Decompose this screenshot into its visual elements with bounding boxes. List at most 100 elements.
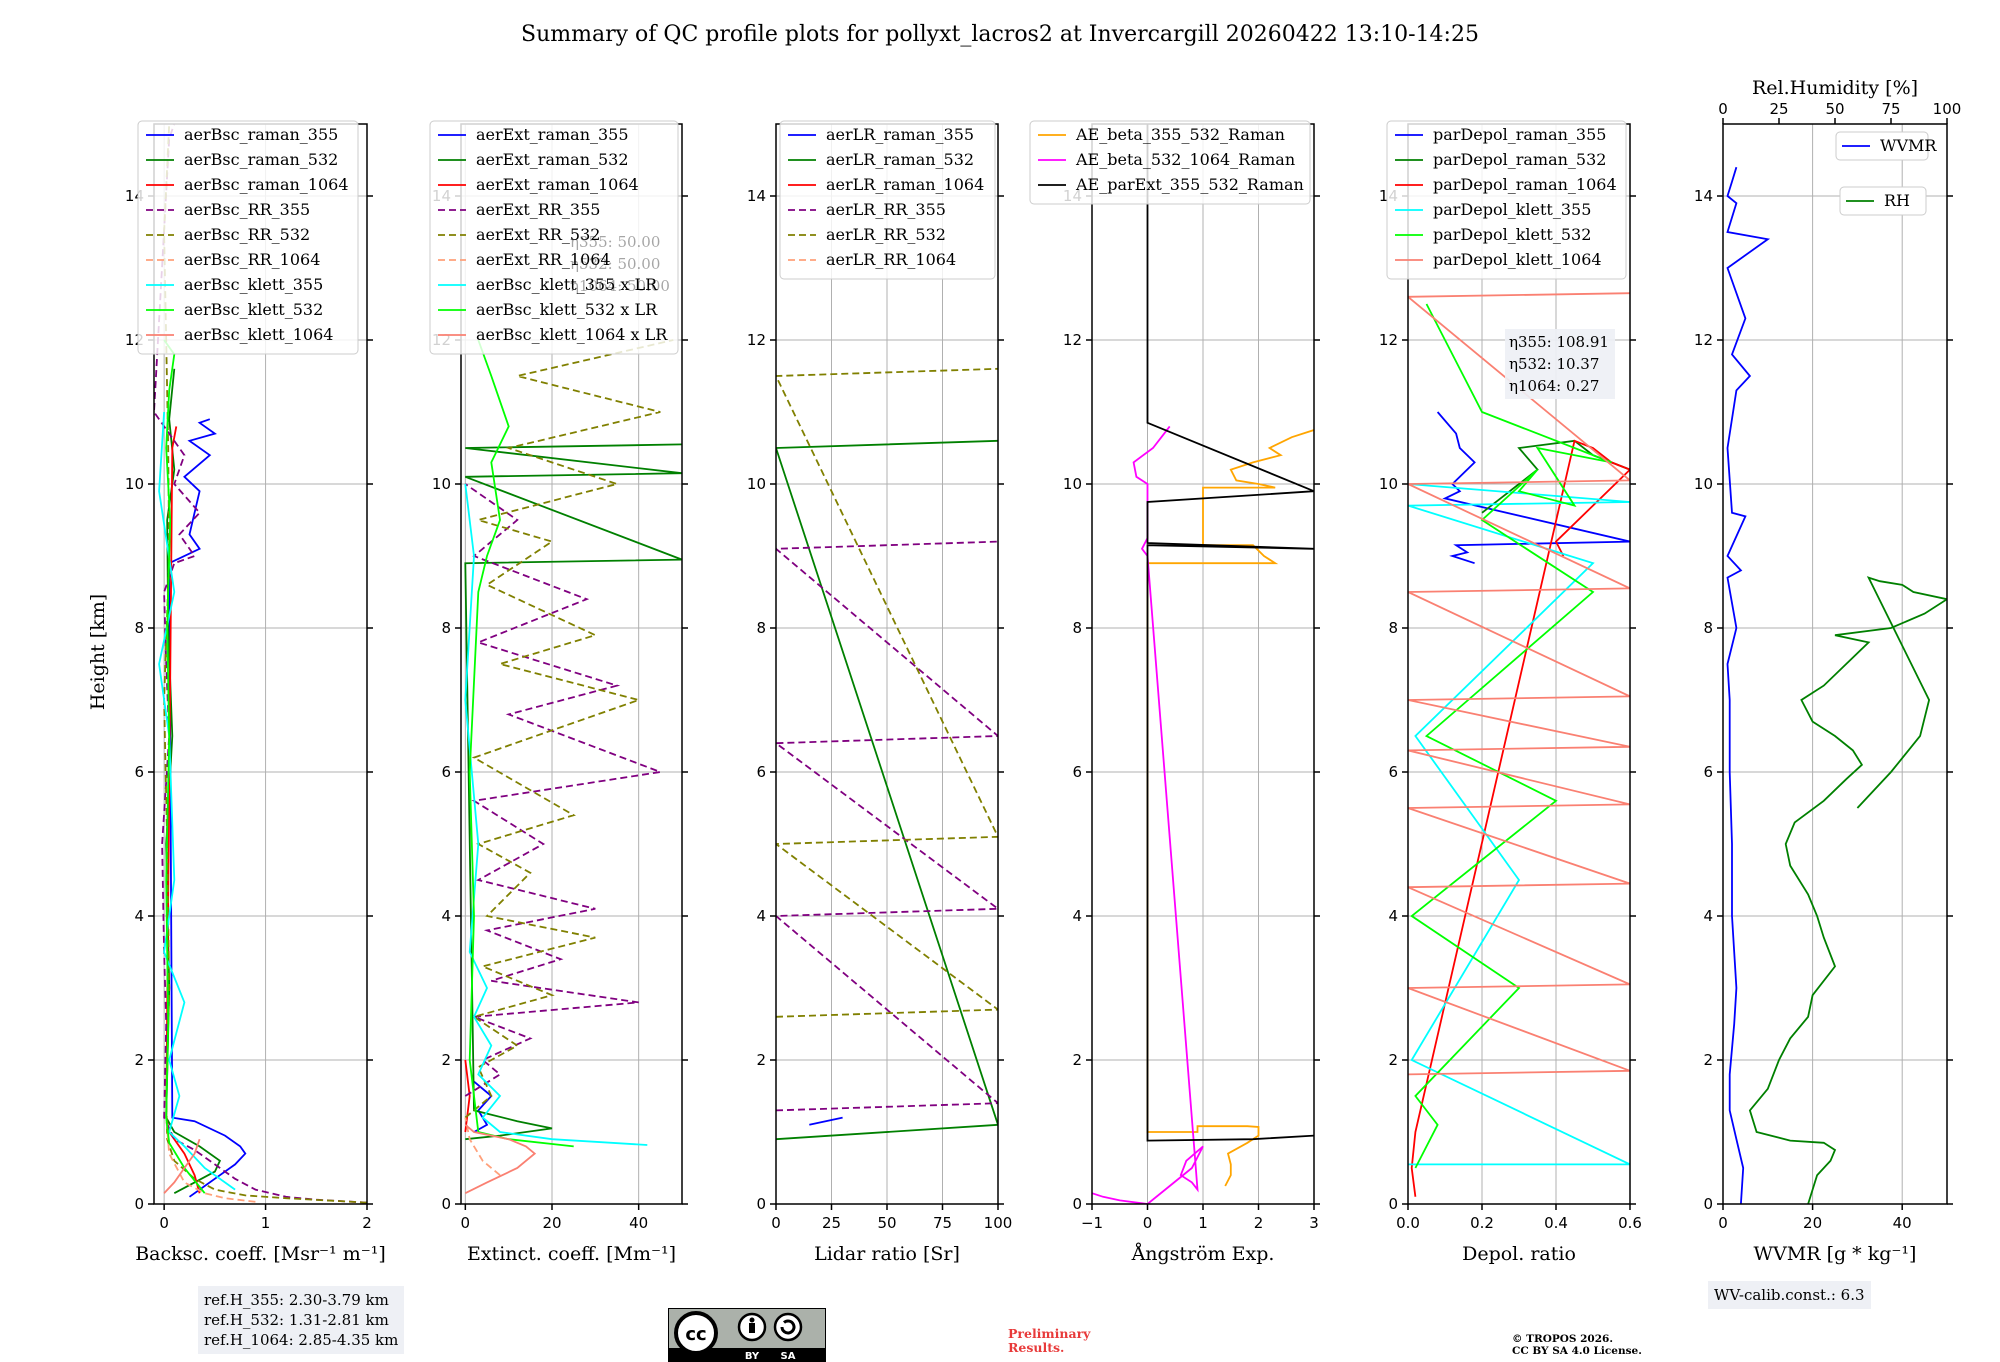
series-group-bsc xyxy=(154,124,367,1204)
x-tick-label: 0.6 xyxy=(1618,1214,1642,1232)
legend-label: aerExt_raman_1064 xyxy=(476,175,639,194)
legend-label: parDepol_raman_1064 xyxy=(1433,175,1617,194)
eta-label: η532: 10.37 xyxy=(1509,355,1599,373)
top-x-tick-label: 50 xyxy=(1825,100,1844,118)
y-tick-label: 0 xyxy=(1072,1195,1082,1213)
y-tick-label: 10 xyxy=(747,475,766,493)
cc-badge-sa: SA xyxy=(781,1351,796,1362)
y-tick-label: 6 xyxy=(1072,763,1082,781)
y-tick-label: 8 xyxy=(441,619,451,637)
y-tick-label: 6 xyxy=(134,763,144,781)
x-tick-label: 0 xyxy=(1143,1214,1153,1232)
y-tick-label: 8 xyxy=(134,619,144,637)
y-tick-label: 6 xyxy=(1703,763,1713,781)
top-x-tick-label: 0 xyxy=(1718,100,1728,118)
legend-label: aerExt_RR_355 xyxy=(476,200,600,219)
eta-label: η355: 108.91 xyxy=(1509,333,1609,351)
x-tick-label: 1 xyxy=(261,1214,271,1232)
preliminary-notice: Preliminary Results. xyxy=(1008,1327,1090,1355)
legend-label: AE_beta_355_532_Raman xyxy=(1075,125,1285,144)
legend-label: aerBsc_klett_1064 xyxy=(184,325,333,344)
x-tick-label: 0 xyxy=(771,1214,781,1232)
legend-box xyxy=(779,120,996,280)
legend-label: aerLR_RR_532 xyxy=(826,225,946,244)
legend-label: aerExt_raman_355 xyxy=(476,125,629,144)
legend-label: aerLR_RR_355 xyxy=(826,200,946,219)
x-tick-label: 40 xyxy=(1893,1214,1912,1232)
x-tick-label: 20 xyxy=(1803,1214,1822,1232)
x-tick-label: 25 xyxy=(822,1214,841,1232)
wv-calibration-box: WV-calib.const.: 6.3 xyxy=(1708,1281,1871,1309)
top-axis-label: Rel.Humidity [%] xyxy=(1752,77,1918,99)
series-line-aerExt_raman_355 xyxy=(473,1080,493,1133)
legend-box xyxy=(1839,186,1927,216)
x-tick-label: 0.2 xyxy=(1470,1214,1494,1232)
by-person-head xyxy=(749,1317,755,1323)
copyright-notice: © TROPOS 2026. CC BY SA 4.0 License. xyxy=(1512,1333,1642,1357)
y-tick-label: 4 xyxy=(756,907,766,925)
y-tick-label: 12 xyxy=(1694,331,1713,349)
series-line-aerExt_RR_1064 xyxy=(464,1117,501,1176)
y-tick-label: 4 xyxy=(1388,907,1398,925)
series-line-aerLR_RR_532 xyxy=(776,367,998,1018)
legend-label: aerBsc_raman_532 xyxy=(184,150,338,169)
legend-label: parDepol_klett_532 xyxy=(1433,225,1591,244)
series-line-aerBsc_klett_1064 xyxy=(163,1138,201,1194)
refh-355: ref.H_355: 2.30-3.79 km xyxy=(204,1291,389,1309)
x-axis-label: Extinct. coeff. [Mm⁻¹] xyxy=(467,1243,676,1265)
x-tick-label: 0.0 xyxy=(1396,1214,1420,1232)
y-tick-label: 6 xyxy=(441,763,451,781)
y-tick-label: 2 xyxy=(441,1051,451,1069)
y-tick-label: 12 xyxy=(1063,331,1082,349)
reference-height-box: ref.H_355: 2.30-3.79 km ref.H_532: 1.31-… xyxy=(198,1286,405,1354)
legend-label: aerExt_raman_532 xyxy=(476,150,629,169)
legend-label: aerBsc_klett_532 xyxy=(184,300,323,319)
x-axis-label: Depol. ratio xyxy=(1462,1243,1576,1265)
y-tick-label: 0 xyxy=(134,1195,144,1213)
series-line-aerBsc_klett_532-x-LR xyxy=(468,339,574,1148)
series-line-RH xyxy=(1748,576,1947,1204)
series-line-aerLR_raman_532 xyxy=(776,439,998,1141)
series-group-wv xyxy=(1726,166,1947,1204)
x-axis-label: Lidar ratio [Sr] xyxy=(814,1243,960,1265)
legend-label: aerLR_RR_1064 xyxy=(826,250,956,269)
y-tick-label: 8 xyxy=(1072,619,1082,637)
legend-label: AE_parExt_355_532_Raman xyxy=(1075,175,1304,194)
y-axis-label: Height [km] xyxy=(87,594,109,710)
refh-532: ref.H_532: 1.31-2.81 km xyxy=(204,1311,389,1329)
series-group-depol xyxy=(1408,292,1630,1197)
y-tick-label: 2 xyxy=(1072,1051,1082,1069)
series-line-parDepol_klett_532 xyxy=(1410,303,1612,1169)
x-tick-label: 0 xyxy=(461,1214,471,1232)
x-tick-label: −1 xyxy=(1081,1214,1103,1232)
y-tick-label: 6 xyxy=(756,763,766,781)
series-line-AE_parExt_355_532_Raman xyxy=(1146,124,1314,1142)
legend-label: aerBsc_klett_355 x LR xyxy=(476,275,658,294)
y-tick-label: 2 xyxy=(1703,1051,1713,1069)
x-tick-label: 40 xyxy=(629,1214,648,1232)
legend-label: aerBsc_RR_532 xyxy=(184,225,310,244)
series-line-parDepol_klett_355 xyxy=(1408,483,1630,1166)
eta-label: η1064: 50.00 xyxy=(570,277,670,295)
series-line-aerBsc_klett_355 xyxy=(158,411,236,1191)
copyright-line-1: © TROPOS 2026. xyxy=(1512,1333,1614,1345)
series-group-ext xyxy=(464,339,682,1195)
series-line-aerExt_raman_532 xyxy=(464,443,682,1141)
x-tick-label: 3 xyxy=(1309,1214,1319,1232)
y-tick-label: 2 xyxy=(134,1051,144,1069)
y-tick-label: 10 xyxy=(125,475,144,493)
y-tick-label: 14 xyxy=(1694,187,1713,205)
series-line-aerBsc_klett_532 xyxy=(163,339,206,1194)
y-tick-label: 10 xyxy=(1063,475,1082,493)
y-tick-label: 8 xyxy=(1703,619,1713,637)
y-tick-label: 6 xyxy=(1388,763,1398,781)
top-x-tick-label: 100 xyxy=(1933,100,1962,118)
series-line-parDepol_raman_355 xyxy=(1436,411,1630,565)
x-tick-label: 0.4 xyxy=(1544,1214,1568,1232)
x-axis-label: Ångström Exp. xyxy=(1131,1243,1275,1265)
series-line-aerBsc_klett_1064-x-LR xyxy=(464,1124,537,1195)
legend-label: WVMR xyxy=(1880,136,1937,155)
